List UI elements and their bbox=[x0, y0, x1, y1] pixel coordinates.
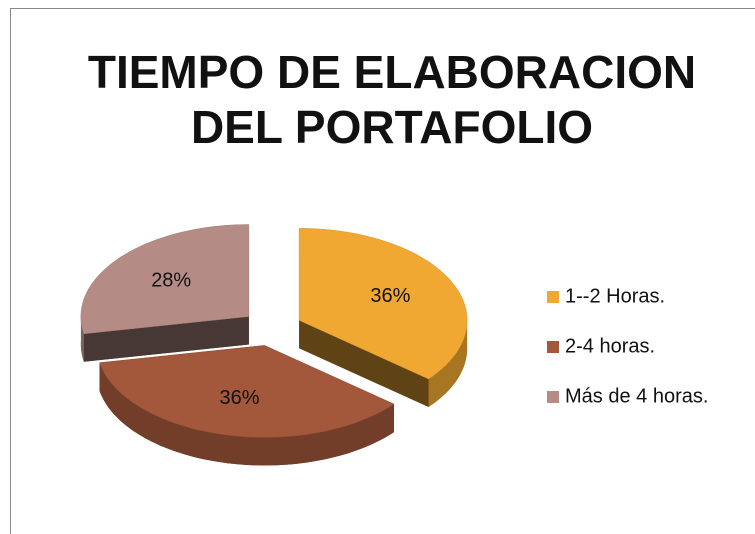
legend-swatch bbox=[547, 291, 559, 303]
slice-outer-wall bbox=[99, 362, 394, 466]
legend-label: 1--2 Horas. bbox=[565, 285, 665, 307]
slice-top bbox=[80, 224, 250, 335]
slice-edge-wall bbox=[83, 316, 249, 362]
legend-label: Más de 4 horas. bbox=[565, 385, 708, 407]
chart-title: DEL PORTAFOLIO bbox=[191, 101, 593, 153]
chart-title: TIEMPO DE ELABORACION bbox=[88, 46, 696, 98]
pie-slice bbox=[298, 228, 468, 407]
slice-outer-wall bbox=[428, 320, 468, 407]
data-label: 36% bbox=[370, 285, 410, 307]
data-label: 36% bbox=[219, 387, 259, 409]
legend-label: 2-4 horas. bbox=[565, 335, 655, 357]
slice-top bbox=[298, 228, 468, 380]
data-label: 28% bbox=[151, 270, 191, 292]
slice-edge-wall bbox=[299, 320, 429, 407]
legend-swatch bbox=[547, 341, 559, 353]
pie-slice bbox=[80, 224, 250, 362]
pie-slice bbox=[99, 345, 395, 466]
slice-outer-wall bbox=[80, 316, 84, 362]
legend-swatch bbox=[547, 391, 559, 403]
slice-top bbox=[99, 345, 395, 438]
